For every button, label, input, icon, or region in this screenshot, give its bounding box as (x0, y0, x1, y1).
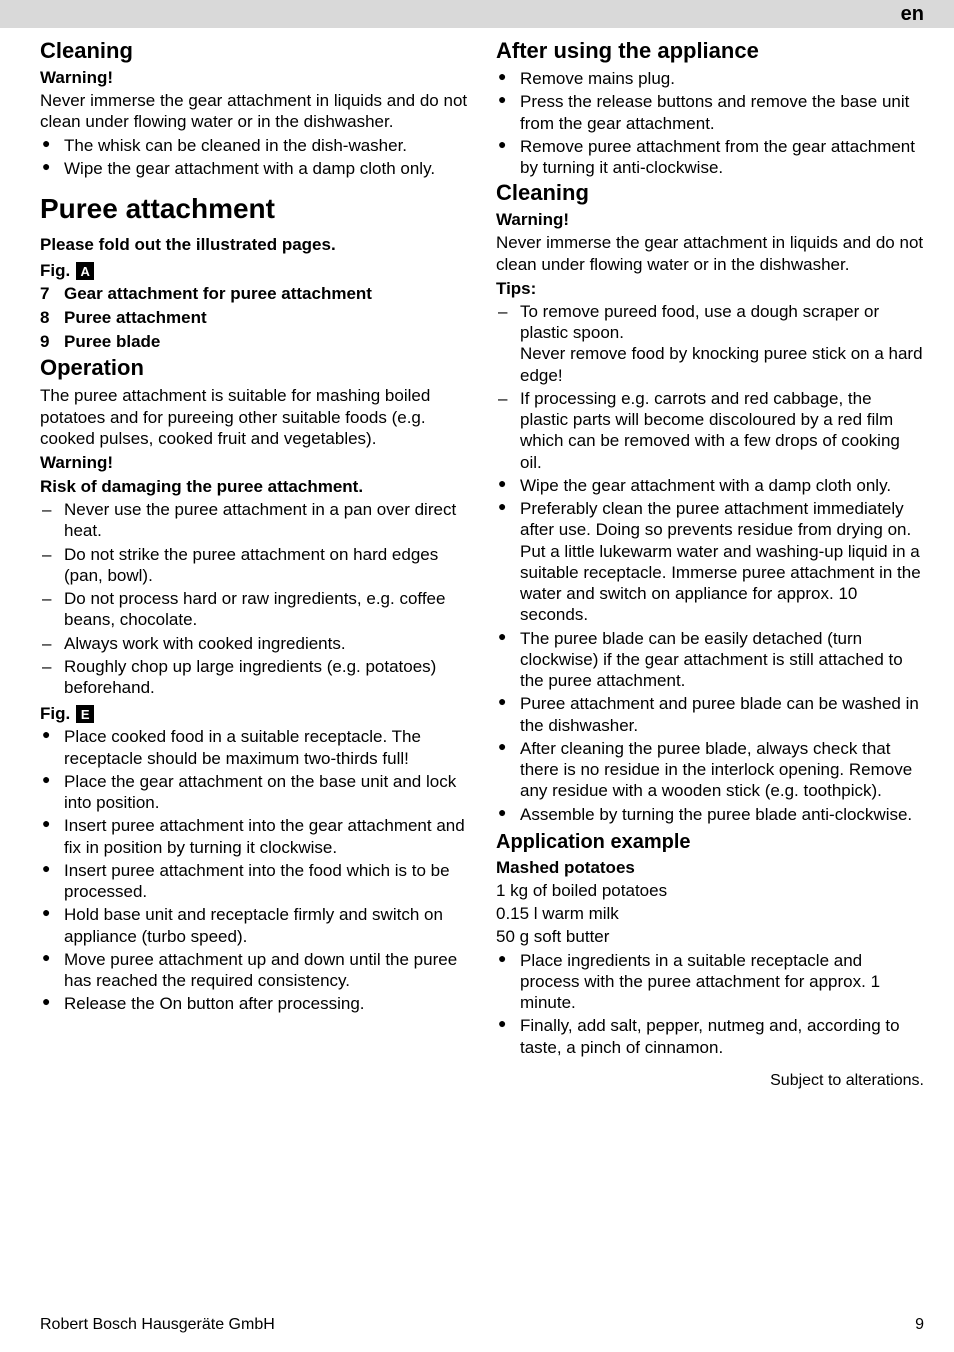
cleaning-list: The whisk can be cleaned in the dish-was… (40, 135, 468, 180)
list-item: The puree blade can be easily detached (… (496, 628, 924, 692)
item-label: Puree blade (64, 332, 160, 351)
fig-text: Fig. (40, 704, 70, 724)
figure-a-label: Fig. A (40, 261, 468, 281)
cleaning-text: Never immerse the gear attachment in liq… (40, 90, 468, 133)
risk-heading: Risk of damaging the puree attachment. (40, 477, 468, 497)
tip-line: Put a little lukewarm water and washing-… (520, 541, 924, 626)
list-item: To remove pureed food, use a dough scrap… (496, 301, 924, 386)
list-item: Place ingredients in a suitable receptac… (496, 950, 924, 1014)
item-number: 9 (40, 331, 49, 353)
operation-steps: Place cooked food in a suitable receptac… (40, 726, 468, 1014)
list-item: Hold base unit and receptacle firmly and… (40, 904, 468, 947)
tips-dash-list: To remove pureed food, use a dough scrap… (496, 301, 924, 473)
footer: Robert Bosch Hausgeräte GmbH 9 (40, 1316, 924, 1334)
tips-bullet-list: Wipe the gear attachment with a damp clo… (496, 475, 924, 825)
fig-a-icon: A (76, 262, 94, 280)
content-area: Cleaning Warning! Never immerse the gear… (0, 28, 954, 1090)
page-number: 9 (915, 1316, 924, 1334)
cleaning2-text: Never immerse the gear attachment in liq… (496, 232, 924, 275)
figure-e-label: Fig. E (40, 704, 468, 724)
list-item: 9 Puree blade (40, 331, 468, 353)
warning-heading: Warning! (40, 453, 468, 473)
list-item: Remove puree attachment from the gear at… (496, 136, 924, 179)
list-item: Press the release buttons and remove the… (496, 91, 924, 134)
list-item: Insert puree attachment into the gear at… (40, 815, 468, 858)
fig-e-icon: E (76, 705, 94, 723)
item-number: 7 (40, 283, 49, 305)
list-item: Puree attachment and puree blade can be … (496, 693, 924, 736)
item-number: 8 (40, 307, 49, 329)
list-item: Do not process hard or raw ingredients, … (40, 588, 468, 631)
list-item: Assemble by turning the puree blade anti… (496, 804, 924, 825)
alterations-note: Subject to alterations. (496, 1072, 924, 1090)
tips-heading: Tips: (496, 279, 924, 299)
list-item: The whisk can be cleaned in the dish-was… (40, 135, 468, 156)
header-bar: en (0, 0, 954, 28)
list-item: 7 Gear attachment for puree attachment (40, 283, 468, 305)
application-heading: Application example (496, 831, 924, 854)
recipe-steps: Place ingredients in a suitable receptac… (496, 950, 924, 1058)
right-column: After using the appliance Remove mains p… (496, 36, 924, 1090)
list-item: Place the gear attachment on the base un… (40, 771, 468, 814)
puree-heading: Puree attachment (40, 193, 468, 225)
list-item: Release the On button after processing. (40, 993, 468, 1014)
footer-company: Robert Bosch Hausgeräte GmbH (40, 1316, 275, 1334)
tip-line: Preferably clean the puree attachment im… (520, 498, 924, 541)
parts-list: 7 Gear attachment for puree attachment 8P… (40, 283, 468, 353)
language-code: en (901, 3, 924, 26)
list-item: Move puree attachment up and down until … (40, 949, 468, 992)
after-using-heading: After using the appliance (496, 38, 924, 64)
risk-list: Never use the puree attachment in a pan … (40, 499, 468, 698)
list-item: Insert puree attachment into the food wh… (40, 860, 468, 903)
item-label: Gear attachment for puree attachment (64, 284, 372, 303)
list-item: Never use the puree attachment in a pan … (40, 499, 468, 542)
tip-line: Never remove food by knocking puree stic… (520, 343, 924, 386)
cleaning-heading: Cleaning (40, 38, 468, 64)
list-item: After cleaning the puree blade, always c… (496, 738, 924, 802)
fold-instruction: Please fold out the illustrated pages. (40, 235, 468, 255)
warning-heading: Warning! (40, 68, 468, 88)
list-item: Place cooked food in a suitable receptac… (40, 726, 468, 769)
list-item: If processing e.g. carrots and red cabba… (496, 388, 924, 473)
cleaning2-heading: Cleaning (496, 180, 924, 206)
list-item: Always work with cooked ingredients. (40, 633, 468, 654)
list-item: 8 Puree attachment (40, 307, 468, 329)
list-item: Finally, add salt, pepper, nutmeg and, a… (496, 1015, 924, 1058)
item-label: Puree attachment (64, 308, 207, 327)
ingredient: 0.15 l warm milk (496, 903, 924, 924)
tip-line: To remove pureed food, use a dough scrap… (520, 301, 924, 344)
list-item: Do not strike the puree attachment on ha… (40, 544, 468, 587)
left-column: Cleaning Warning! Never immerse the gear… (40, 36, 468, 1090)
list-item: Wipe the gear attachment with a damp clo… (496, 475, 924, 496)
warning-heading: Warning! (496, 210, 924, 230)
operation-text: The puree attachment is suitable for mas… (40, 385, 468, 449)
recipe-heading: Mashed potatoes (496, 858, 924, 878)
ingredient: 50 g soft butter (496, 926, 924, 947)
operation-heading: Operation (40, 355, 468, 381)
list-item: Preferably clean the puree attachment im… (496, 498, 924, 626)
fig-text: Fig. (40, 261, 70, 281)
list-item: Roughly chop up large ingredients (e.g. … (40, 656, 468, 699)
ingredient: 1 kg of boiled potatoes (496, 880, 924, 901)
after-list: Remove mains plug. Press the release but… (496, 68, 924, 178)
list-item: Remove mains plug. (496, 68, 924, 89)
list-item: Wipe the gear attachment with a damp clo… (40, 158, 468, 179)
